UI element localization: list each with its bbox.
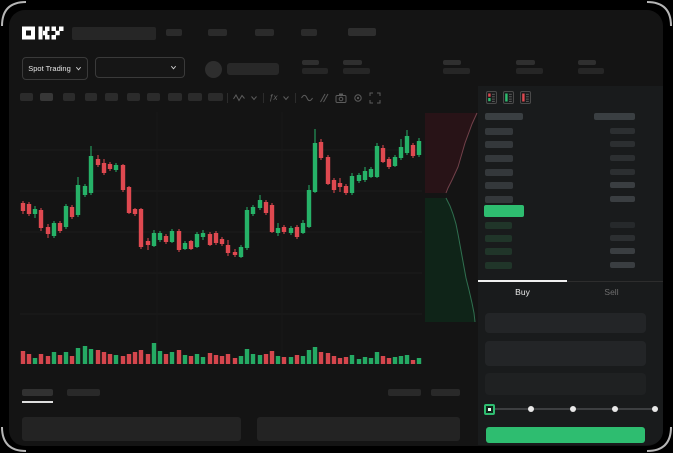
ask-price-placeholder[interactable]: [485, 169, 513, 176]
ask-amount-placeholder: [610, 196, 635, 202]
market-type-label: Spot Trading: [28, 64, 71, 73]
bid-price-placeholder[interactable]: [485, 235, 512, 242]
pair-selector-dropdown[interactable]: [95, 57, 185, 78]
timeframe-placeholder[interactable]: [147, 93, 160, 101]
timeframe-placeholder[interactable]: [188, 93, 202, 101]
nav-item-placeholder[interactable]: [301, 29, 317, 36]
market-type-selector[interactable]: Spot Trading: [22, 57, 88, 80]
tab-divider: [478, 281, 663, 282]
toolbar-divider: [295, 92, 297, 103]
bottom-panel-placeholder: [22, 417, 241, 441]
nav-item-placeholder[interactable]: [255, 29, 274, 36]
stat-label-placeholder: [578, 60, 596, 65]
last-price-highlight: [484, 205, 524, 217]
ask-price-placeholder[interactable]: [485, 182, 513, 189]
tab-buy[interactable]: Buy: [515, 287, 530, 297]
orderbook-header-price: [485, 113, 523, 120]
compare-icon[interactable]: [318, 92, 330, 104]
slider-stop[interactable]: [570, 406, 576, 412]
chevron-down-icon: [75, 66, 81, 71]
chart-toolbar-icons: ƒx: [227, 90, 381, 105]
bottom-panel-placeholder: [257, 417, 460, 441]
timeframe-placeholder[interactable]: [105, 93, 118, 101]
amount-input-placeholder[interactable]: [485, 341, 646, 366]
header-title-placeholder: [72, 27, 156, 40]
stat-value-placeholder: [302, 68, 328, 74]
stat-value-placeholder: [578, 68, 604, 74]
ask-price-placeholder[interactable]: [485, 128, 513, 135]
nav-item-placeholder[interactable]: [166, 29, 182, 36]
orderbook-bids-view-icon[interactable]: [503, 91, 514, 104]
toolbar-divider: [227, 92, 228, 103]
slider-stop[interactable]: [612, 406, 618, 412]
ask-amount-placeholder: [610, 182, 635, 188]
tab-sell[interactable]: Sell: [604, 287, 619, 297]
ask-amount-placeholder: [610, 169, 635, 175]
settings-gear-icon[interactable]: [352, 92, 364, 104]
active-tab-indicator: [478, 280, 567, 282]
toolbar-divider: [263, 92, 264, 103]
slider-handle-center: [488, 408, 491, 411]
orderbook-split-view-icon[interactable]: [486, 91, 497, 104]
nav-item-placeholder[interactable]: [348, 28, 376, 36]
slider-stop[interactable]: [652, 406, 658, 412]
pair-name-placeholder: [227, 63, 279, 75]
ask-price-placeholder[interactable]: [485, 196, 513, 203]
stat-value-placeholder: [516, 68, 543, 74]
stat-label-placeholder: [443, 60, 461, 65]
buy-button[interactable]: [486, 427, 645, 443]
bottom-tab-underline: [22, 401, 53, 403]
ask-amount-placeholder: [610, 141, 635, 147]
ask-price-placeholder[interactable]: [485, 141, 513, 148]
stat-label-placeholder: [302, 60, 319, 65]
nav-item-placeholder[interactable]: [208, 29, 227, 36]
stat-value-placeholder: [443, 68, 470, 74]
timeframe-placeholder[interactable]: [20, 93, 33, 101]
bid-amount-placeholder: [610, 248, 635, 254]
bid-amount-placeholder: [610, 262, 635, 268]
slider-handle[interactable]: [484, 404, 495, 415]
indicators-icon[interactable]: ƒx: [269, 93, 278, 102]
bottom-action-placeholder[interactable]: [431, 389, 460, 396]
bid-price-placeholder[interactable]: [485, 262, 512, 269]
timeframe-placeholder[interactable]: [40, 93, 53, 101]
stat-label-placeholder: [343, 60, 362, 65]
line-tool-icon[interactable]: [301, 92, 314, 104]
timeframe-placeholder[interactable]: [127, 93, 140, 101]
ask-amount-placeholder: [610, 155, 635, 161]
orderbook-view-toggles: [486, 91, 531, 104]
bid-price-placeholder[interactable]: [485, 248, 512, 255]
orderbook-asks-view-icon[interactable]: [520, 91, 531, 104]
price-input-placeholder[interactable]: [485, 313, 646, 333]
timeframe-placeholder[interactable]: [63, 93, 75, 101]
ask-price-placeholder[interactable]: [485, 155, 513, 162]
candle-style-icon[interactable]: [233, 92, 245, 104]
chevron-down-icon: [170, 65, 177, 70]
chevron-down-icon[interactable]: [282, 94, 290, 102]
bottom-tab-placeholder[interactable]: [67, 389, 100, 396]
timeframe-placeholder[interactable]: [168, 93, 182, 101]
camera-icon[interactable]: [335, 92, 347, 104]
coin-avatar: [205, 61, 222, 78]
stat-label-placeholder: [516, 60, 535, 65]
bottom-tab-active-placeholder[interactable]: [22, 389, 53, 396]
okx-logo[interactable]: [22, 26, 64, 40]
timeframe-placeholder[interactable]: [208, 93, 223, 101]
bid-price-placeholder[interactable]: [485, 222, 512, 229]
stat-value-placeholder: [343, 68, 370, 74]
ask-amount-placeholder: [610, 128, 635, 134]
chevron-down-icon[interactable]: [250, 94, 258, 102]
slider-stop[interactable]: [528, 406, 534, 412]
bid-amount-placeholder: [610, 222, 635, 228]
orderbook-header-amount: [594, 113, 635, 120]
bottom-action-placeholder[interactable]: [388, 389, 421, 396]
fullscreen-icon[interactable]: [369, 92, 381, 104]
total-input-placeholder[interactable]: [485, 373, 646, 395]
timeframe-placeholder[interactable]: [85, 93, 97, 101]
bid-amount-placeholder: [610, 235, 635, 241]
